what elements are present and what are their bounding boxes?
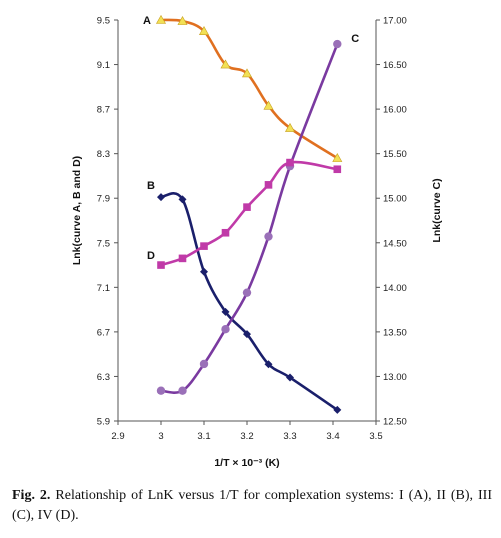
data-point-B xyxy=(178,195,187,204)
y-axis-left-label: Lnk(curve A, B and D) xyxy=(71,156,83,265)
y-right-tick-label: 16.00 xyxy=(383,105,407,116)
plot-frame xyxy=(117,20,377,422)
data-point-B xyxy=(157,193,165,202)
y-left-tick-label: 6.7 xyxy=(97,327,110,338)
data-point-B xyxy=(200,267,208,276)
series-line-A xyxy=(160,18,338,160)
series-A: A xyxy=(143,14,343,162)
data-point-A xyxy=(241,68,253,78)
data-point-A xyxy=(198,26,210,35)
data-point-B xyxy=(333,405,342,414)
y-axis-right-ticks: 12.50 13.00 13.50 14.00 14.50 15.00 15.50 16.00… xyxy=(376,16,407,428)
figure-number: Fig. 2. xyxy=(12,488,51,503)
data-point-D xyxy=(221,228,230,237)
chart: 2.9 3 3.1 3.2 3.3 3.4 3.5 5.9 6.3 6.7 7.1 7.5 7.9 8.… xyxy=(71,14,443,469)
y-left-tick-label: 7.5 xyxy=(97,238,110,249)
x-tick-label: 3.5 xyxy=(369,431,382,442)
data-point-D xyxy=(157,261,165,269)
y-right-tick-label: 17.00 xyxy=(383,16,407,27)
data-point-C xyxy=(156,386,166,395)
y-left-tick-label: 7.9 xyxy=(97,194,110,205)
data-point-D xyxy=(286,158,294,167)
y-right-tick-label: 12.50 xyxy=(383,417,407,428)
data-point-A xyxy=(332,153,343,162)
data-point-B xyxy=(286,373,294,382)
data-point-A xyxy=(284,122,296,132)
y-right-tick-label: 13.00 xyxy=(383,372,407,383)
data-point-A xyxy=(177,16,188,25)
data-point-C xyxy=(242,288,252,297)
data-point-A xyxy=(220,59,231,69)
y-left-tick-label: 5.9 xyxy=(97,417,110,428)
data-point-D xyxy=(243,203,251,211)
x-tick-label: 3.4 xyxy=(326,431,339,442)
y-left-tick-label: 8.7 xyxy=(97,105,110,116)
y-right-tick-label: 13.50 xyxy=(383,327,407,338)
y-axis-left-ticks: 5.9 6.3 6.7 7.1 7.5 7.9 8.3 8.7 9.1 9.5 xyxy=(97,16,118,428)
series-B: B xyxy=(147,180,342,414)
x-axis-ticks: 2.9 3 3.1 3.2 3.3 3.4 3.5 xyxy=(111,421,383,442)
data-point-A xyxy=(155,14,167,24)
y-right-tick-label: 16.50 xyxy=(383,60,407,71)
y-left-tick-label: 8.3 xyxy=(97,149,110,160)
y-right-tick-label: 14.50 xyxy=(383,238,407,249)
y-right-tick-label: 14.00 xyxy=(383,283,407,294)
x-tick-label: 3.2 xyxy=(240,431,253,442)
x-tick-label: 3.1 xyxy=(197,431,210,442)
data-point-D xyxy=(178,254,187,263)
data-point-B xyxy=(243,330,251,339)
series-line-C xyxy=(160,43,339,394)
caption-text: Relationship of LnK versus 1/T for compl… xyxy=(12,488,492,523)
y-left-tick-label: 9.5 xyxy=(97,16,110,27)
data-point-C xyxy=(199,359,209,369)
y-left-tick-label: 6.3 xyxy=(97,372,110,383)
data-point-B xyxy=(264,360,273,369)
series-D: D xyxy=(147,158,342,269)
series-label-B: B xyxy=(147,180,155,192)
y-axis-right-label: Lnk(curve C) xyxy=(431,178,443,242)
x-tick-label: 3 xyxy=(158,431,163,442)
series-label-D: D xyxy=(147,250,155,262)
x-tick-label: 3.3 xyxy=(283,431,296,442)
x-tick-label: 2.9 xyxy=(111,431,124,442)
data-point-C xyxy=(264,232,273,241)
figure-caption: Fig. 2. Relationship of LnK versus 1/T f… xyxy=(12,486,492,526)
data-point-C xyxy=(178,386,187,395)
series-label-C: C xyxy=(351,33,359,45)
y-left-tick-label: 7.1 xyxy=(97,283,110,294)
data-point-A xyxy=(263,100,274,110)
data-point-C xyxy=(333,39,342,49)
data-point-D xyxy=(200,242,208,250)
x-axis-label: 1/T × 10⁻³ (K) xyxy=(214,457,279,469)
data-point-C xyxy=(221,325,230,334)
y-left-tick-label: 9.1 xyxy=(97,60,110,71)
series-layer: A B C D xyxy=(143,14,359,414)
y-right-tick-label: 15.50 xyxy=(383,149,407,160)
series-line-B xyxy=(160,191,339,411)
series-label-A: A xyxy=(143,15,151,27)
y-right-tick-label: 15.00 xyxy=(383,194,407,205)
data-point-B xyxy=(221,307,230,316)
data-point-D xyxy=(333,165,342,174)
data-point-D xyxy=(264,181,273,189)
